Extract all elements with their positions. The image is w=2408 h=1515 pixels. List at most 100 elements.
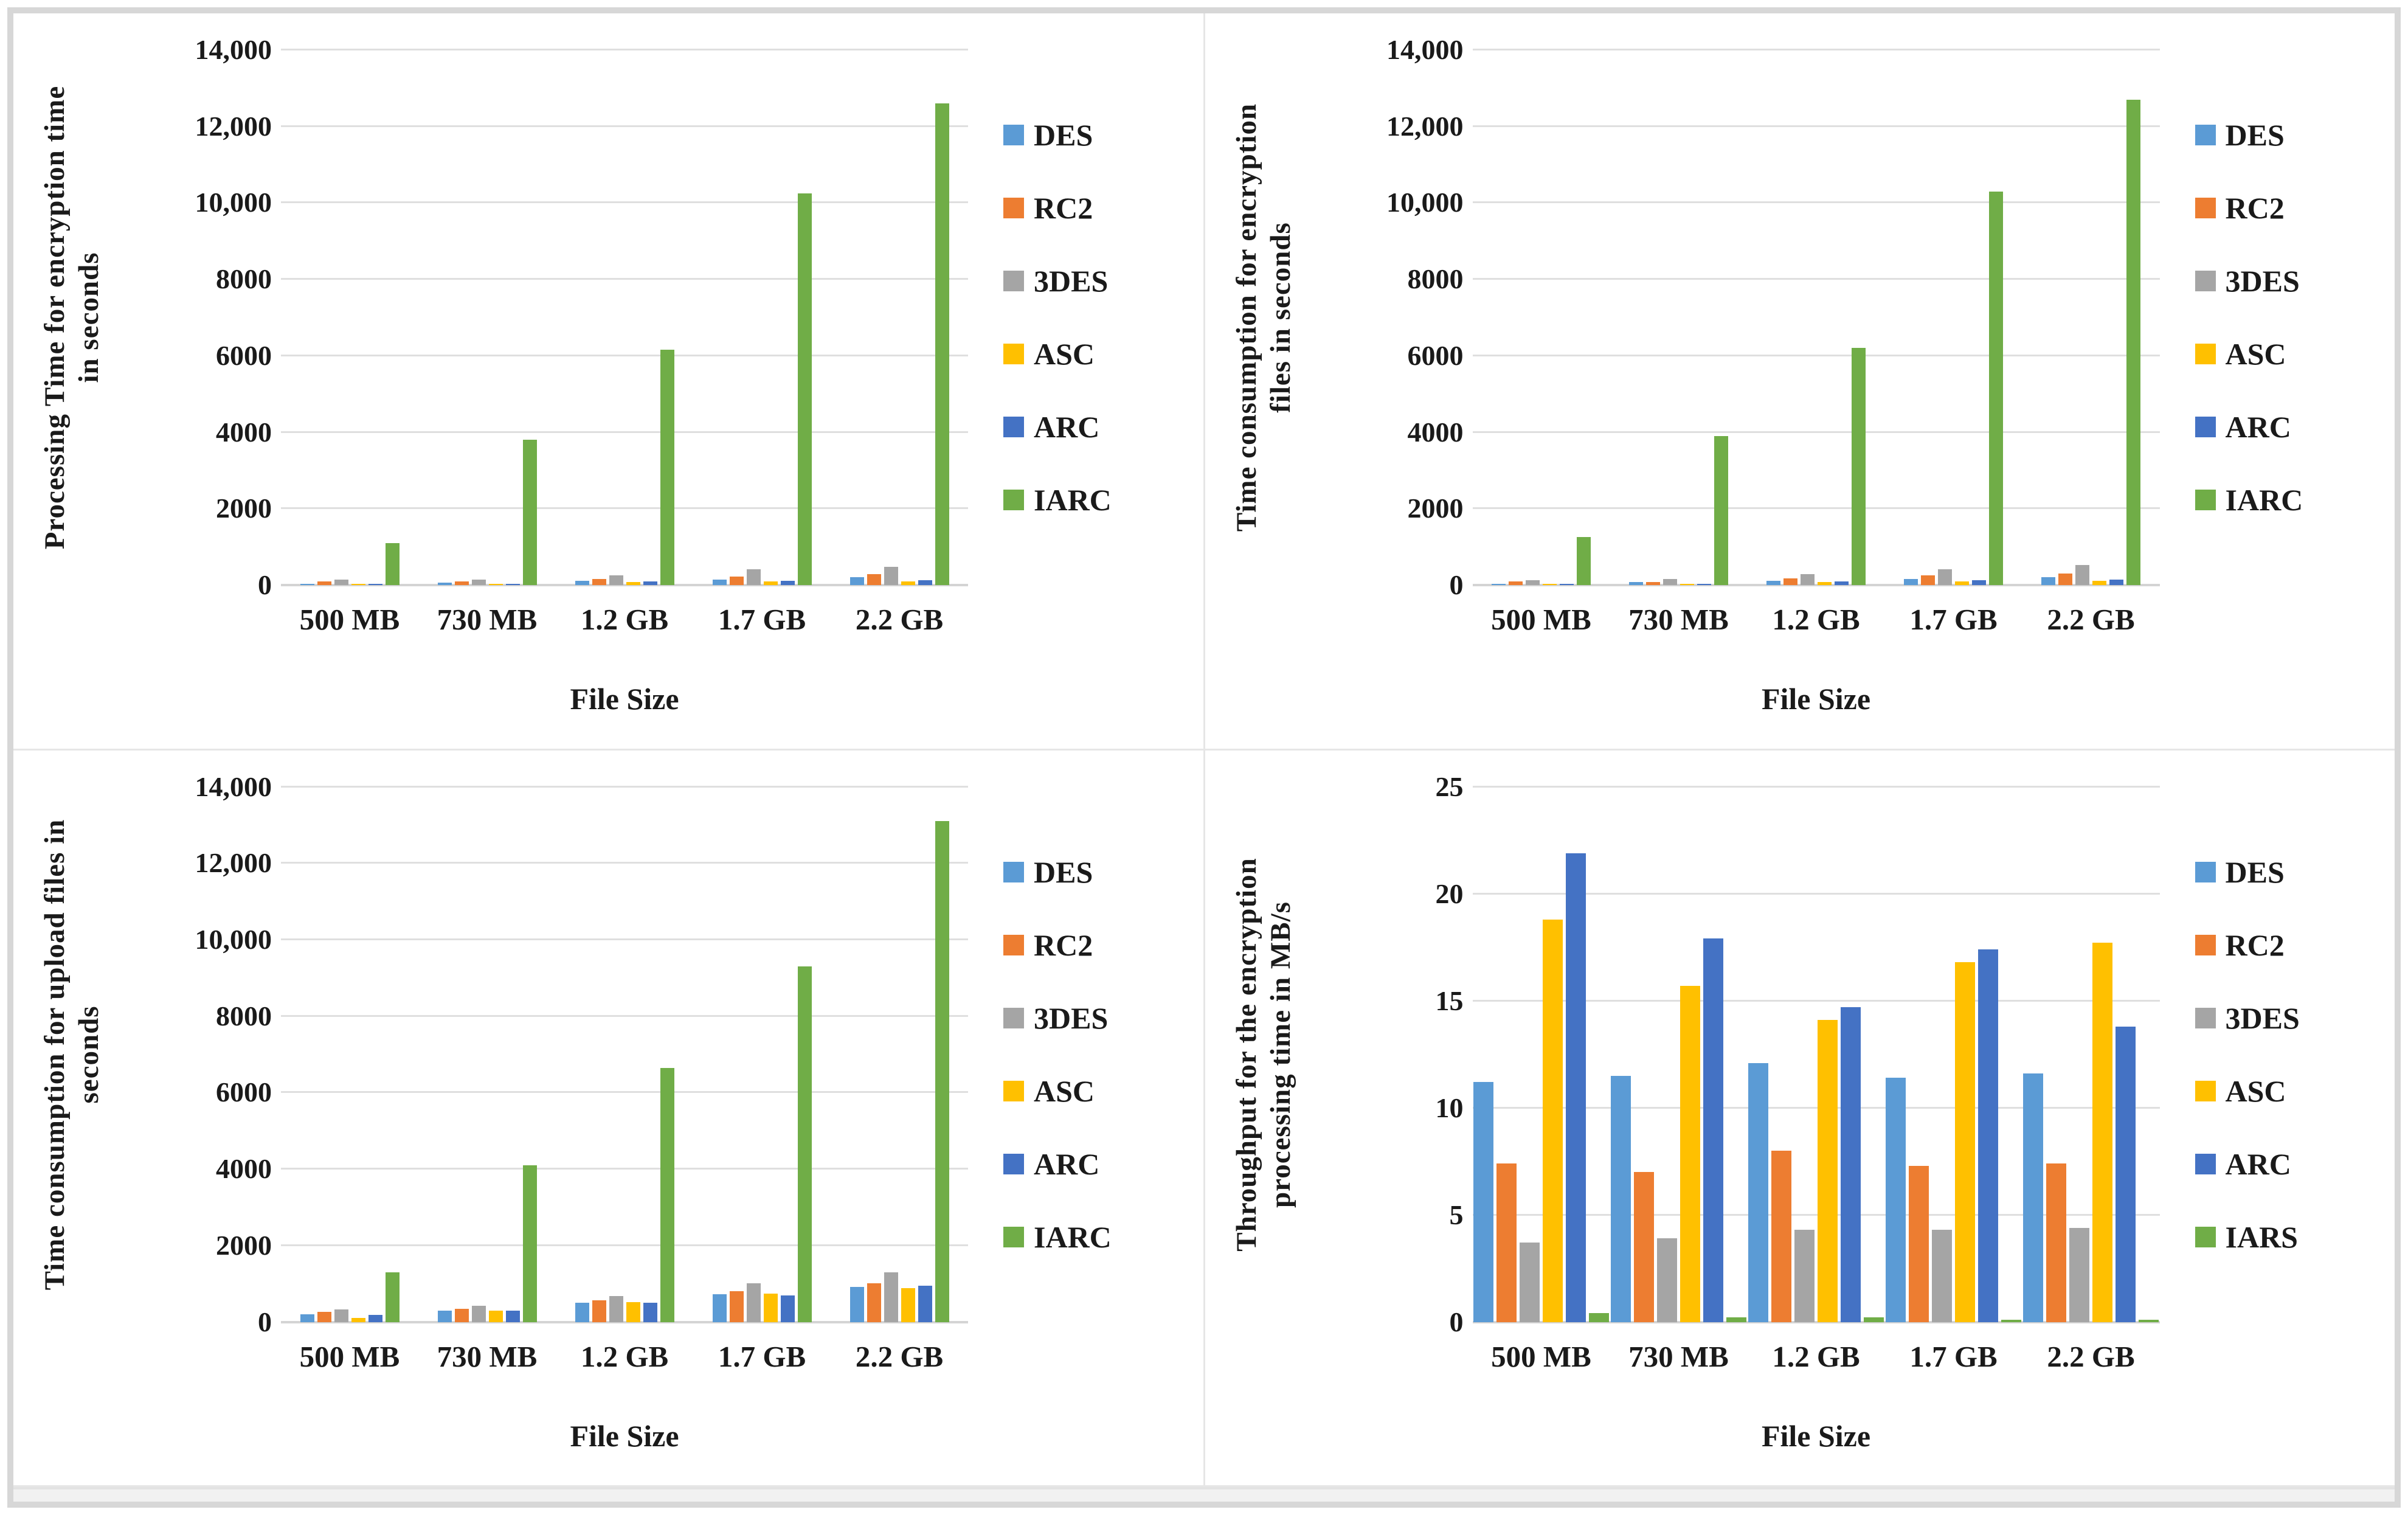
legend-item-DES: DES: [1003, 120, 1201, 150]
bar-IARC-1.7-gb: [1989, 191, 2003, 585]
bar-ASC-2.2-gb: [901, 1288, 915, 1322]
x-tick-label: 2.2 GB: [855, 1339, 944, 1373]
x-tick-label: 730 MB: [437, 1339, 538, 1373]
legend-swatch-IARC: [1003, 490, 1024, 510]
gridline: [281, 125, 968, 127]
y-tick-label: 4000: [216, 1153, 272, 1185]
bar-group-1.2-gb: [556, 50, 693, 585]
legend-swatch-3DES: [1003, 1007, 1024, 1028]
x-tick-label: 2.2 GB: [2047, 603, 2135, 636]
x-tick-label: 1.7 GB: [1909, 603, 1998, 636]
legend-item-ARC: ARC: [2195, 412, 2393, 442]
bar-3DES-500-mb: [334, 1309, 348, 1322]
legend-label: 3DES: [2225, 264, 2300, 298]
y-axis-title: Time consumption for upload files in sec…: [39, 819, 105, 1290]
gridline: [281, 354, 968, 356]
legend-swatch-DES: [2195, 125, 2216, 145]
bar-ASC-500-mb: [1543, 919, 1563, 1322]
y-tick-label: 0: [1449, 1306, 1464, 1337]
legend-item-IARC: IARC: [2195, 485, 2393, 515]
legend-item-ARC: ARC: [1003, 1149, 1201, 1179]
bar-IARS-500-mb: [1589, 1313, 1609, 1322]
x-tick-label: 500 MB: [1491, 603, 1591, 636]
legend-swatch-IARS: [2195, 1226, 2216, 1247]
bar-RC2-500-mb: [317, 1312, 331, 1322]
bar-group-2.2-gb: [831, 787, 968, 1322]
bar-ARC-2.2-gb: [918, 1286, 932, 1322]
bar-RC2-1.7-gb: [1921, 575, 1935, 585]
bar-group-500-mb: [1473, 50, 1610, 585]
gridline: [281, 862, 968, 864]
bar-3DES-1.2-gb: [1801, 574, 1815, 585]
legend-label: IARS: [2225, 1219, 2298, 1254]
x-tick-label: 1.2 GB: [580, 1339, 669, 1373]
y-tick-label: 2000: [216, 493, 272, 524]
legend-label: ARC: [2225, 1146, 2291, 1181]
legend-swatch-ASC: [2195, 344, 2216, 364]
plot-area: [281, 49, 968, 586]
bar-DES-1.2-gb: [1766, 581, 1780, 585]
bar-RC2-1.2-gb: [592, 1300, 606, 1322]
bar-ARC-1.2-gb: [1835, 581, 1849, 585]
x-tick-labels: 500 MB 730 MB 1.2 GB 1.7 GB 2.2 GB: [281, 1339, 968, 1374]
x-tick-label: 500 MB: [1491, 1339, 1591, 1373]
bar-ARC-730-mb: [505, 583, 520, 585]
gridline: [281, 1244, 968, 1246]
bar-ARC-2.2-gb: [2109, 579, 2123, 585]
legend-label: ASC: [1034, 1073, 1095, 1108]
x-tick-label: 1.2 GB: [580, 603, 669, 636]
bar-3DES-1.2-gb: [1794, 1230, 1815, 1322]
legend-label: 3DES: [2225, 1000, 2300, 1035]
x-tick-label: 2.2 GB: [2047, 1339, 2135, 1373]
chart-panel-encryption-processing-time: Processing Time for encryption time in s…: [13, 13, 1203, 749]
bar-3DES-730-mb: [1657, 1238, 1677, 1322]
bar-3DES-1.2-gb: [609, 575, 623, 585]
bar-group-2.2-gb: [2022, 787, 2160, 1322]
gridline: [1472, 507, 2160, 510]
legend-item-ASC: ASC: [1003, 1076, 1201, 1106]
bar-IARC-500-mb: [1577, 537, 1591, 585]
legend-swatch-IARC: [2195, 490, 2216, 510]
bar-group-730-mb: [418, 787, 556, 1322]
gridline: [1472, 785, 2160, 788]
y-tick-label: 12,000: [195, 110, 272, 142]
y-tick-label: 20: [1435, 878, 1464, 909]
gridline: [281, 201, 968, 204]
bar-IARC-1.2-gb: [1852, 348, 1866, 585]
legend-swatch-IARC: [1003, 1226, 1024, 1247]
y-tick-label: 10,000: [195, 923, 272, 955]
legend-item-RC2: RC2: [2195, 930, 2393, 960]
gridline: [1472, 125, 2160, 127]
gridline: [1472, 201, 2160, 204]
legend-swatch-ARC: [1003, 417, 1024, 437]
legend-swatch-ASC: [1003, 344, 1024, 364]
bar-IARC-730-mb: [522, 440, 537, 585]
bar-group-730-mb: [418, 50, 556, 585]
y-tick-label: 0: [258, 1306, 272, 1337]
bar-DES-1.7-gb: [712, 1294, 727, 1322]
gridline: [281, 1091, 968, 1094]
bar-ARC-1.7-gb: [780, 1295, 795, 1322]
bar-ASC-1.7-gb: [763, 581, 778, 585]
bar-RC2-500-mb: [1496, 1163, 1517, 1322]
legend-item-ARC: ARC: [2195, 1149, 2393, 1179]
bar-IARC-1.7-gb: [797, 966, 812, 1322]
x-axis-title: File Size: [570, 682, 679, 716]
legend: DES RC2 3DES ASC ARC IARC: [1003, 50, 1201, 585]
bar-ARC-730-mb: [1703, 938, 1723, 1322]
chart-panel-upload-time-consumption: Time consumption for upload files in sec…: [13, 750, 1203, 1485]
bar-RC2-730-mb: [454, 581, 469, 585]
bar-RC2-2.2-gb: [867, 574, 881, 585]
bar-ASC-730-mb: [1680, 584, 1694, 585]
legend-item-DES: DES: [2195, 857, 2393, 887]
bar-DES-1.2-gb: [575, 581, 589, 585]
x-axis-title: File Size: [1761, 1418, 1871, 1453]
x-tick-labels: 500 MB 730 MB 1.2 GB 1.7 GB 2.2 GB: [1473, 602, 2160, 637]
bar-DES-2.2-gb: [849, 577, 864, 585]
bar-3DES-730-mb: [471, 579, 486, 585]
gridline: [281, 1168, 968, 1170]
bar-RC2-1.7-gb: [729, 576, 744, 585]
y-tick-label: 8000: [216, 1000, 272, 1031]
bar-ARC-500-mb: [1566, 853, 1586, 1322]
legend-swatch-ARC: [1003, 1153, 1024, 1174]
